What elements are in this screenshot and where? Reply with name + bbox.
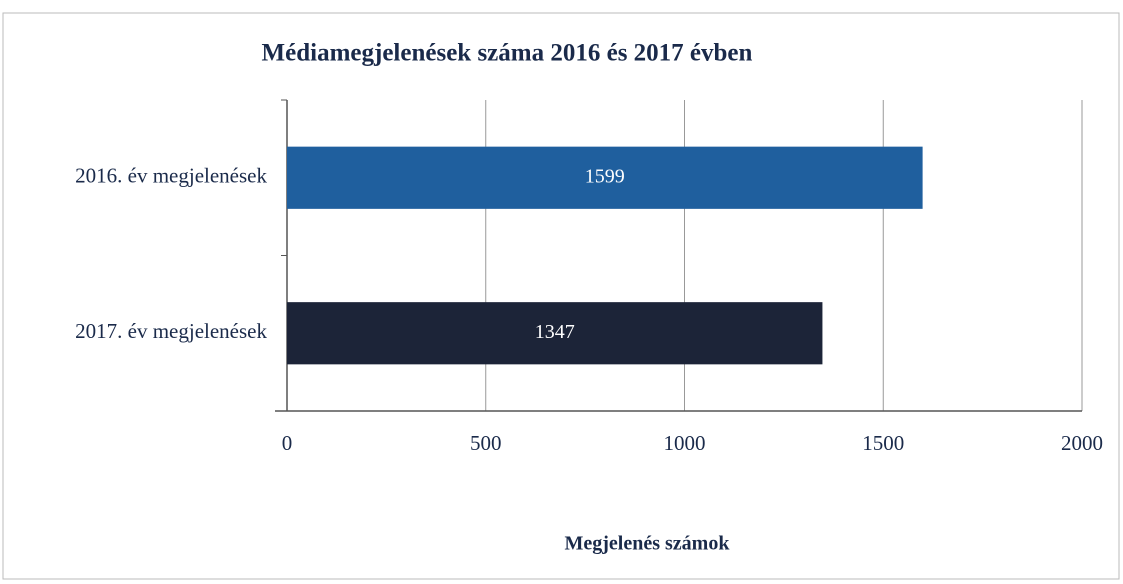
- x-axis-title: Megjelenés számok: [565, 533, 731, 555]
- x-tick-label: 1000: [664, 431, 706, 455]
- x-tick-label: 0: [282, 431, 293, 455]
- x-tick-label: 500: [470, 431, 502, 455]
- x-tick-label: 1500: [862, 431, 904, 455]
- x-tick-label: 2000: [1061, 431, 1103, 455]
- data-label: 1347: [535, 321, 575, 343]
- chart-title: Médiamegjelenések száma 2016 és 2017 évb…: [262, 40, 753, 67]
- bar: [287, 146, 923, 209]
- chart-border: [2, 12, 1120, 580]
- y-tick-label: 2017. év megjelenések: [75, 319, 267, 343]
- bar: [287, 302, 823, 365]
- data-label: 1599: [585, 165, 625, 187]
- y-tick-label: 2016. év megjelenések: [75, 164, 267, 188]
